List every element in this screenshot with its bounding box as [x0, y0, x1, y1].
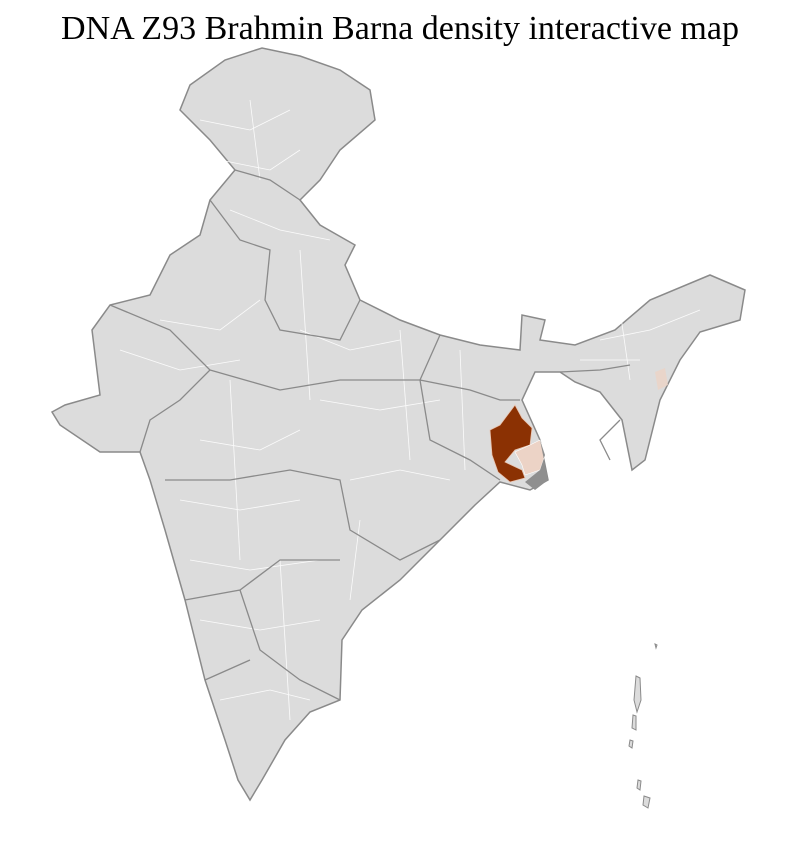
state-borders: [109, 169, 631, 701]
andaman-nicobar-islands[interactable]: [628, 643, 658, 809]
mainland[interactable]: [50, 47, 746, 802]
district-borders: [119, 99, 701, 721]
map-title: DNA Z93 Brahmin Barna density interactiv…: [61, 10, 739, 47]
district-low-density-northeast[interactable]: [655, 368, 668, 390]
india-outline[interactable]: [50, 47, 746, 802]
density-regions[interactable]: [489, 368, 668, 490]
district-high-density[interactable]: [489, 404, 533, 483]
district-no-data[interactable]: [525, 440, 548, 490]
